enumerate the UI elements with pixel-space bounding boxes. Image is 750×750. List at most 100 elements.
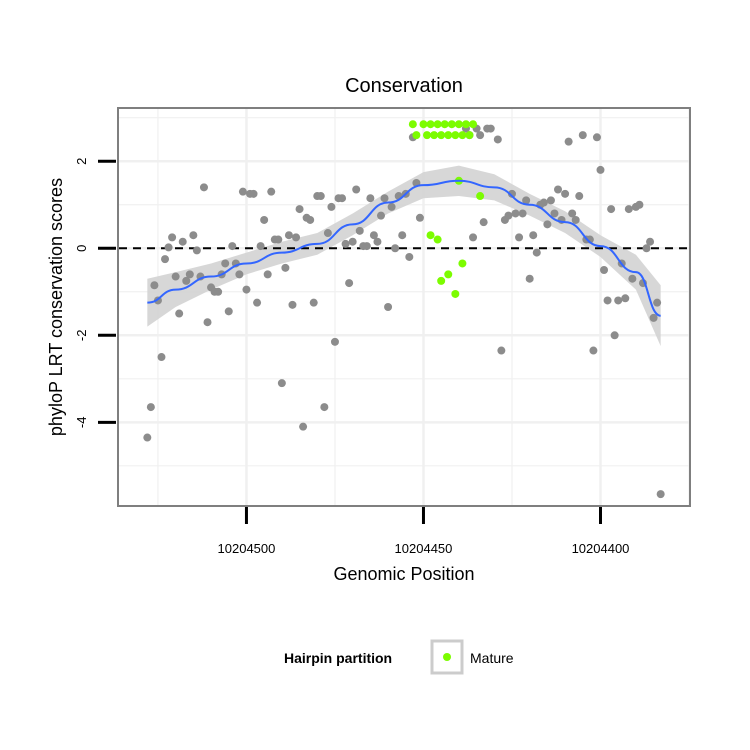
background-point (469, 233, 478, 242)
data-points-layer (143, 120, 665, 499)
y-axis-title: phyloP LRT conservation scores (46, 178, 66, 436)
background-point (171, 272, 180, 281)
mature-point (469, 120, 478, 129)
background-point (642, 244, 651, 253)
background-point (376, 211, 385, 220)
mature-point (437, 276, 446, 285)
background-point (504, 211, 513, 220)
mature-point (430, 131, 439, 140)
background-point (316, 192, 325, 201)
mature-point (426, 231, 435, 240)
background-point (653, 298, 662, 307)
background-point (253, 298, 262, 307)
background-point (525, 274, 534, 283)
background-point (309, 298, 318, 307)
background-point (575, 192, 584, 201)
background-point (327, 202, 336, 211)
y-tick-label: -4 (74, 417, 89, 429)
background-point (320, 403, 329, 412)
background-point (529, 231, 538, 240)
mature-point (451, 289, 460, 298)
background-point (330, 337, 339, 346)
background-point (621, 294, 630, 303)
mature-point (408, 120, 417, 129)
background-point (263, 270, 272, 279)
mature-point (465, 131, 474, 140)
background-point (522, 196, 531, 205)
legend: Hairpin partition Mature (284, 639, 514, 675)
mature-point (451, 131, 460, 140)
background-point (656, 490, 665, 499)
background-point (185, 270, 194, 279)
background-point (518, 209, 527, 218)
background-point (554, 185, 563, 194)
background-point (146, 403, 155, 412)
mature-point (458, 131, 467, 140)
background-point (355, 226, 364, 235)
legend-title: Hairpin partition (284, 650, 392, 666)
mature-point (444, 270, 453, 279)
background-point (561, 189, 570, 198)
background-point (649, 313, 658, 322)
y-tick-label: 0 (74, 245, 89, 252)
background-point (348, 237, 357, 246)
background-point (352, 185, 361, 194)
x-tick-label: 10204400 (572, 541, 630, 556)
background-point (323, 229, 332, 238)
background-point (600, 266, 609, 275)
mature-point (447, 120, 456, 129)
confidence-band-layer (147, 165, 661, 347)
background-point (614, 296, 623, 305)
background-point (345, 279, 354, 288)
mature-point (458, 259, 467, 268)
background-point (238, 187, 247, 196)
background-point (564, 137, 573, 146)
chart-title: Conservation (345, 75, 463, 97)
mature-point (433, 235, 442, 244)
background-point (592, 133, 601, 142)
legend-label-mature: Mature (470, 650, 514, 666)
background-point (596, 165, 605, 174)
y-tick-label: -2 (74, 330, 89, 342)
background-point (511, 209, 520, 218)
smooth-line-layer (147, 179, 662, 317)
background-point (143, 433, 152, 442)
background-point (532, 248, 541, 257)
background-point (497, 346, 506, 355)
background-point (192, 246, 201, 255)
background-point (380, 194, 389, 203)
background-point (182, 276, 191, 285)
y-tick-label: 2 (74, 158, 89, 165)
background-point (338, 194, 347, 203)
background-point (387, 202, 396, 211)
background-point (610, 331, 619, 340)
background-point (341, 239, 350, 248)
mature-point (454, 120, 463, 129)
background-point (398, 231, 407, 240)
background-point (168, 233, 177, 242)
background-point (277, 379, 286, 388)
mature-point (433, 120, 442, 129)
mature-point (423, 131, 432, 140)
background-point (578, 131, 587, 140)
background-point (479, 218, 488, 227)
background-point (157, 353, 166, 362)
background-point (539, 198, 548, 207)
background-point (178, 237, 187, 246)
background-point (161, 255, 170, 264)
background-point (260, 215, 269, 224)
mature-point (437, 131, 446, 140)
background-point (235, 270, 244, 279)
background-point (362, 242, 371, 251)
background-point (292, 233, 301, 242)
background-point (203, 318, 212, 327)
background-point (568, 209, 577, 218)
background-point (249, 189, 258, 198)
background-point (369, 231, 378, 240)
background-point (550, 209, 559, 218)
background-point (507, 189, 516, 198)
background-point (366, 194, 375, 203)
background-point (228, 242, 237, 251)
background-point (384, 303, 393, 311)
